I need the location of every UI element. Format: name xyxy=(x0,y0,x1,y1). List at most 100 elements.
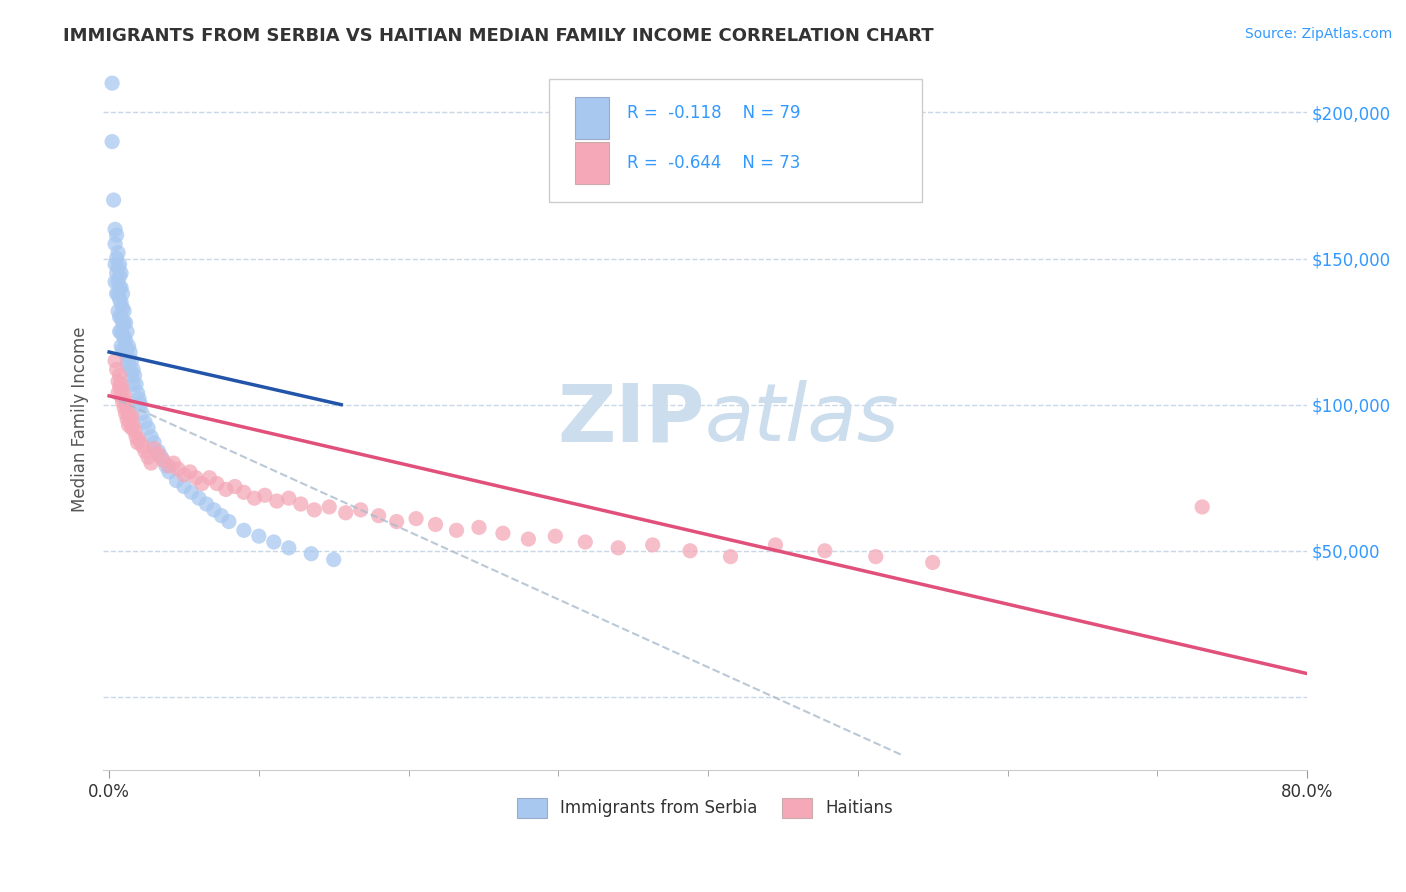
Point xyxy=(243,491,266,505)
Point xyxy=(544,529,567,543)
Point xyxy=(134,415,156,429)
Y-axis label: Median Family Income: Median Family Income xyxy=(72,326,89,512)
Point xyxy=(136,421,159,435)
Point xyxy=(139,430,162,444)
Point xyxy=(104,222,127,236)
Point xyxy=(112,345,135,359)
Point xyxy=(195,497,218,511)
Point xyxy=(304,503,326,517)
Point xyxy=(468,520,491,534)
Point xyxy=(103,193,125,207)
Point xyxy=(134,444,156,458)
Point xyxy=(322,552,344,566)
Point xyxy=(152,453,174,467)
Point xyxy=(111,286,134,301)
Point xyxy=(266,494,288,508)
Text: R =  -0.644    N = 73: R = -0.644 N = 73 xyxy=(627,154,800,172)
Point xyxy=(263,535,285,549)
Point xyxy=(124,368,146,383)
Point xyxy=(157,458,180,473)
Point xyxy=(299,547,322,561)
Point xyxy=(209,508,232,523)
Point xyxy=(110,266,132,280)
Point xyxy=(218,515,240,529)
Point xyxy=(110,377,132,392)
Point xyxy=(114,345,136,359)
Point xyxy=(162,456,184,470)
Point xyxy=(110,389,132,403)
Point xyxy=(114,334,136,348)
Point xyxy=(112,316,135,330)
Point xyxy=(110,325,132,339)
Point xyxy=(125,377,148,392)
Point xyxy=(517,532,540,546)
Point xyxy=(202,503,225,517)
Point xyxy=(215,483,238,497)
Point xyxy=(865,549,887,564)
Point xyxy=(105,362,128,376)
FancyBboxPatch shape xyxy=(575,96,609,138)
Point xyxy=(111,301,134,316)
Point xyxy=(814,543,837,558)
Point xyxy=(224,479,246,493)
Point xyxy=(607,541,630,555)
Point xyxy=(114,316,136,330)
Point xyxy=(128,392,150,406)
Point xyxy=(115,325,138,339)
Point xyxy=(108,257,131,271)
Text: IMMIGRANTS FROM SERBIA VS HAITIAN MEDIAN FAMILY INCOME CORRELATION CHART: IMMIGRANTS FROM SERBIA VS HAITIAN MEDIAN… xyxy=(63,27,934,45)
Point xyxy=(127,435,149,450)
Point xyxy=(111,394,134,409)
Point xyxy=(120,345,142,359)
Point xyxy=(125,430,148,444)
Point xyxy=(105,266,128,280)
Point xyxy=(107,275,129,289)
Point xyxy=(108,281,131,295)
Text: ZIP: ZIP xyxy=(558,380,704,458)
Point xyxy=(115,401,138,415)
Point xyxy=(318,500,340,514)
Point xyxy=(120,362,142,376)
Point xyxy=(122,377,145,392)
Text: Source: ZipAtlas.com: Source: ZipAtlas.com xyxy=(1244,27,1392,41)
Point xyxy=(112,304,135,318)
Point xyxy=(104,353,127,368)
Point xyxy=(112,330,135,344)
Point xyxy=(191,476,214,491)
Point xyxy=(107,386,129,401)
Point xyxy=(107,260,129,275)
Point xyxy=(184,471,207,485)
Point xyxy=(121,421,143,435)
Point xyxy=(166,474,188,488)
Point xyxy=(108,293,131,307)
Point xyxy=(720,549,742,564)
FancyBboxPatch shape xyxy=(548,79,922,202)
Point xyxy=(232,485,254,500)
Text: atlas: atlas xyxy=(704,380,900,458)
Point xyxy=(120,412,142,426)
FancyBboxPatch shape xyxy=(575,142,609,185)
Point xyxy=(921,556,943,570)
Point xyxy=(350,503,373,517)
Point xyxy=(143,435,166,450)
Point xyxy=(101,135,124,149)
Point xyxy=(385,515,408,529)
Point xyxy=(335,506,357,520)
Point xyxy=(108,310,131,324)
Point xyxy=(167,462,190,476)
Point xyxy=(111,383,134,397)
Point xyxy=(247,529,270,543)
Point xyxy=(108,325,131,339)
Point xyxy=(1191,500,1213,514)
Point xyxy=(105,252,128,266)
Point xyxy=(112,389,135,403)
Point xyxy=(232,524,254,538)
Point xyxy=(148,444,170,458)
Point xyxy=(117,406,139,420)
Point xyxy=(104,275,127,289)
Point xyxy=(108,268,131,283)
Point xyxy=(128,433,150,447)
Point xyxy=(112,401,135,415)
Point xyxy=(107,304,129,318)
Point xyxy=(111,327,134,342)
